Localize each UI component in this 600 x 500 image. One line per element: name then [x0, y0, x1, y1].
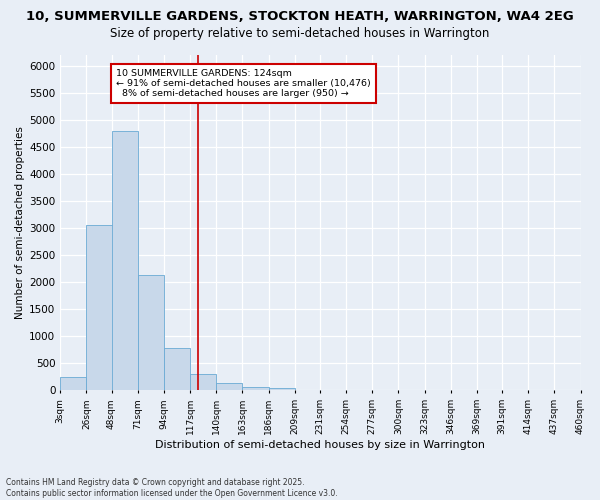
- Bar: [112, 130, 137, 390]
- Bar: [86, 226, 113, 390]
- X-axis label: Distribution of semi-detached houses by size in Warrington: Distribution of semi-detached houses by …: [155, 440, 485, 450]
- Bar: [190, 374, 216, 390]
- Bar: [164, 348, 190, 391]
- Bar: [269, 388, 295, 390]
- Text: Size of property relative to semi-detached houses in Warrington: Size of property relative to semi-detach…: [110, 28, 490, 40]
- Bar: [137, 275, 164, 390]
- Text: Contains HM Land Registry data © Crown copyright and database right 2025.
Contai: Contains HM Land Registry data © Crown c…: [6, 478, 338, 498]
- Bar: [242, 386, 269, 390]
- Y-axis label: Number of semi-detached properties: Number of semi-detached properties: [15, 126, 25, 319]
- Bar: [216, 382, 242, 390]
- Text: 10, SUMMERVILLE GARDENS, STOCKTON HEATH, WARRINGTON, WA4 2EG: 10, SUMMERVILLE GARDENS, STOCKTON HEATH,…: [26, 10, 574, 23]
- Text: 10 SUMMERVILLE GARDENS: 124sqm
← 91% of semi-detached houses are smaller (10,476: 10 SUMMERVILLE GARDENS: 124sqm ← 91% of …: [116, 68, 371, 98]
- Bar: [60, 378, 86, 390]
